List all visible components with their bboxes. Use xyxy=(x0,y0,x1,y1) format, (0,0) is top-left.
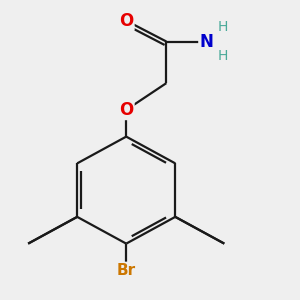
Text: H: H xyxy=(218,20,228,34)
Text: H: H xyxy=(218,49,228,63)
Text: O: O xyxy=(119,12,133,30)
Text: N: N xyxy=(200,32,213,50)
Text: O: O xyxy=(119,101,133,119)
Text: Br: Br xyxy=(117,263,136,278)
